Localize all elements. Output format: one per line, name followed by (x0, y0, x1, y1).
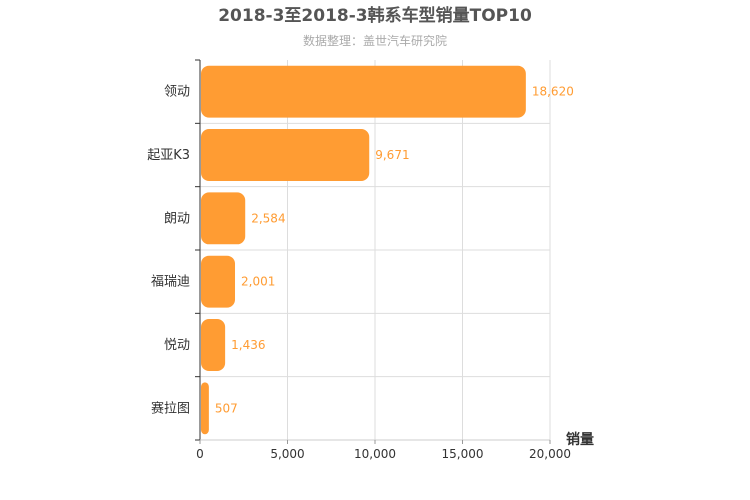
x-tick-label: 15,000 (442, 447, 484, 461)
x-axis-title: 销量 (566, 431, 594, 448)
value-label: 2,584 (251, 211, 285, 225)
x-tick-label: 0 (196, 447, 204, 461)
category-label: 朗动 (164, 211, 190, 226)
value-label: 9,671 (375, 148, 409, 162)
chart-subtitle: 数据整理：盖世汽车研究院 (303, 33, 447, 48)
bar (201, 192, 246, 245)
value-label: 1,436 (231, 338, 265, 352)
bar (201, 382, 209, 435)
category-label: 悦动 (164, 338, 190, 353)
x-tick-label: 20,000 (529, 447, 571, 461)
bars: 18,620 9,671 2,584 2,001 1,436 507 (201, 65, 574, 435)
category-label: 领动 (164, 85, 190, 100)
category-label: 赛拉图 (151, 400, 190, 416)
grid (200, 60, 551, 440)
value-label: 18,620 (532, 85, 574, 99)
x-tick-label: 5,000 (270, 447, 304, 461)
value-label: 507 (215, 401, 238, 415)
bar (201, 65, 526, 118)
chart-title: 2018-3至2018-3韩系车型销量TOP10 (218, 5, 532, 26)
bar (201, 129, 370, 181)
x-tick-label: 10,000 (354, 447, 396, 461)
value-label: 2,001 (241, 275, 275, 289)
bar (201, 319, 226, 371)
bar (201, 255, 236, 308)
category-label: 起亚K3 (147, 148, 190, 163)
category-label: 福瑞迪 (151, 275, 190, 290)
